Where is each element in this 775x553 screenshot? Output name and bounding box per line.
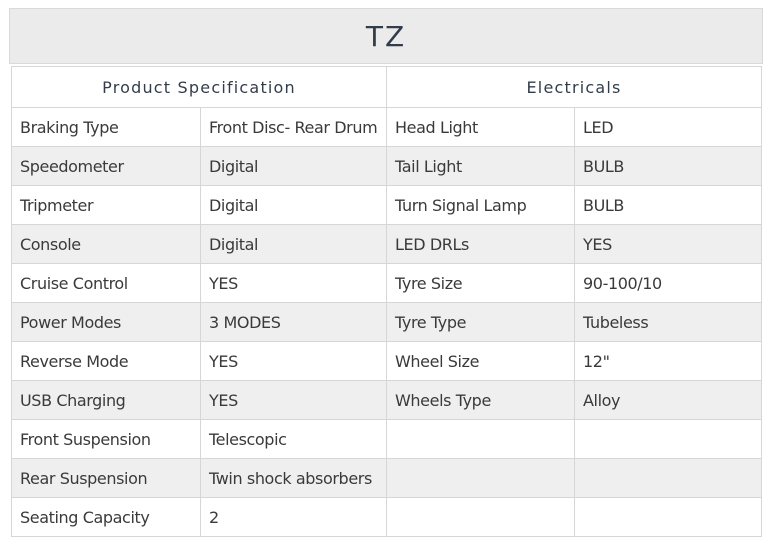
spec-value-cell: Twin shock absorbers <box>199 458 388 498</box>
spec-label-cell: USB Charging <box>11 380 201 420</box>
table-row: Cruise Control YES Tyre Size 90-100/10 <box>11 263 763 303</box>
electrical-value-cell: YES <box>574 224 763 264</box>
spec-value-cell: 3 MODES <box>199 302 388 342</box>
table-row: Rear Suspension Twin shock absorbers <box>11 458 763 498</box>
table-row: Braking Type Front Disc- Rear Drum Head Li… <box>11 107 763 147</box>
spec-value-cell: Digital <box>199 185 388 225</box>
table-row: Console Digital LED DRLs YES <box>11 224 763 264</box>
spec-label-cell: Cruise Control <box>11 263 201 303</box>
table-row: Seating Capacity 2 <box>11 497 763 537</box>
electrical-label-cell <box>386 458 576 498</box>
electrical-label-cell <box>386 419 576 459</box>
spec-value-cell: YES <box>199 380 388 420</box>
electrical-label-cell: Tyre Type <box>386 302 576 342</box>
electrical-label-cell: Turn Signal Lamp <box>386 185 576 225</box>
spec-value-cell: Digital <box>199 146 388 186</box>
electrical-label-cell: Tyre Size <box>386 263 576 303</box>
spec-label-cell: Front Suspension <box>11 419 201 459</box>
header-product-specification: Product Specification <box>10 66 388 108</box>
electrical-value-cell: BULB <box>574 185 763 225</box>
spec-label-cell: Tripmeter <box>11 185 201 225</box>
table-row: Speedometer Digital Tail Light BULB <box>11 146 763 186</box>
electrical-value-cell <box>574 419 763 459</box>
page-title: TZ <box>9 8 763 64</box>
electrical-value-cell: Alloy <box>574 380 763 420</box>
table-row: Tripmeter Digital Turn Signal Lamp BULB <box>11 185 763 225</box>
spec-label-cell: Speedometer <box>11 146 201 186</box>
electrical-value-cell: Tubeless <box>574 302 763 342</box>
electrical-label-cell: LED DRLs <box>386 224 576 264</box>
spec-label-cell: Rear Suspension <box>11 458 201 498</box>
electrical-label-cell: Head Light <box>386 107 576 147</box>
electrical-label-cell: Wheels Type <box>386 380 576 420</box>
spec-label-cell: Braking Type <box>11 107 201 147</box>
spec-value-cell: Digital <box>199 224 388 264</box>
spec-value-cell: 2 <box>199 497 388 537</box>
spec-value-cell: YES <box>199 341 388 381</box>
electrical-value-cell <box>574 458 763 498</box>
table-row: Front Suspension Telescopic <box>11 419 763 459</box>
electrical-label-cell: Wheel Size <box>386 341 576 381</box>
spec-label-cell: Power Modes <box>11 302 201 342</box>
spec-table: Product Specification Electricals Brakin… <box>10 66 763 537</box>
spec-label-cell: Reverse Mode <box>11 341 201 381</box>
spec-label-cell: Console <box>11 224 201 264</box>
electrical-value-cell: BULB <box>574 146 763 186</box>
electrical-label-cell: Tail Light <box>386 146 576 186</box>
header-electricals: Electricals <box>386 66 763 108</box>
table-row: Power Modes 3 MODES Tyre Type Tubeless <box>11 302 763 342</box>
spec-label-cell: Seating Capacity <box>11 497 201 537</box>
table-row: USB Charging YES Wheels Type Alloy <box>11 380 763 420</box>
electrical-value-cell <box>574 497 763 537</box>
electrical-value-cell: 90-100/10 <box>574 263 763 303</box>
spec-value-cell: YES <box>199 263 388 303</box>
spec-value-cell: Telescopic <box>199 419 388 459</box>
spec-value-cell: Front Disc- Rear Drum <box>199 107 388 147</box>
electrical-value-cell: LED <box>574 107 763 147</box>
spec-table-body: Braking Type Front Disc- Rear Drum Head Li… <box>11 107 763 537</box>
electrical-label-cell <box>386 497 576 537</box>
table-row: Reverse Mode YES Wheel Size 12" <box>11 341 763 381</box>
header-row: Product Specification Electricals <box>10 66 763 108</box>
electrical-value-cell: 12" <box>574 341 763 381</box>
